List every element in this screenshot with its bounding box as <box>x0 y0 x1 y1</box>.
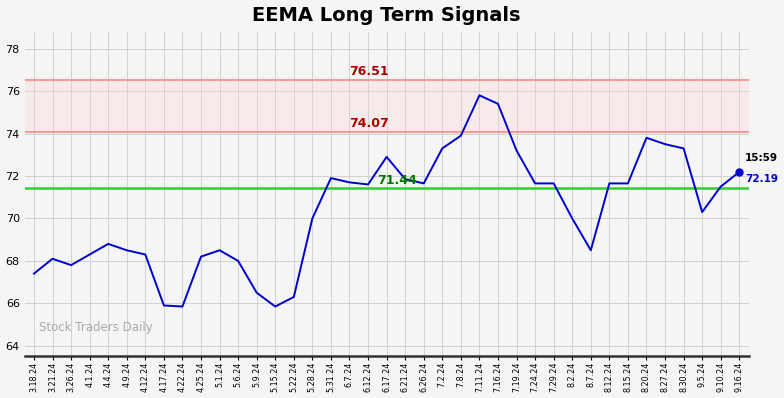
Bar <box>24 80 749 132</box>
Text: 76.51: 76.51 <box>350 65 389 78</box>
Text: 15:59: 15:59 <box>745 154 778 164</box>
Text: 74.07: 74.07 <box>350 117 389 130</box>
Text: 72.19: 72.19 <box>745 174 778 184</box>
Text: 71.44: 71.44 <box>377 174 417 187</box>
Text: Stock Traders Daily: Stock Traders Daily <box>39 321 153 334</box>
Title: EEMA Long Term Signals: EEMA Long Term Signals <box>252 6 521 25</box>
